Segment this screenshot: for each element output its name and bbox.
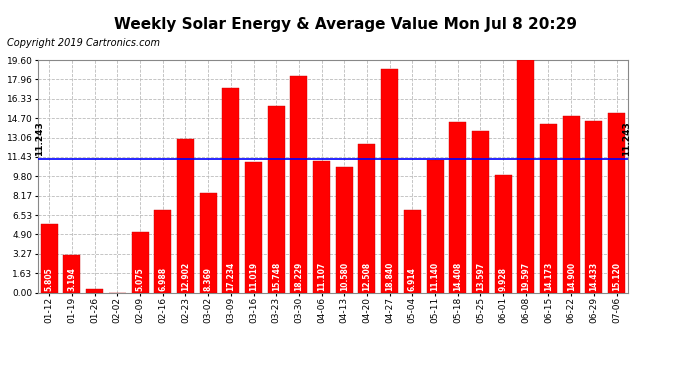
Bar	[132, 232, 148, 292]
Text: Average  ($): Average ($)	[512, 42, 575, 51]
Text: 11.140: 11.140	[431, 262, 440, 291]
Text: 18.840: 18.840	[385, 261, 394, 291]
Bar	[608, 113, 625, 292]
Bar	[268, 106, 285, 292]
Text: 17.234: 17.234	[226, 261, 235, 291]
Bar	[472, 131, 489, 292]
Text: 6.914: 6.914	[408, 267, 417, 291]
Text: 12.902: 12.902	[181, 262, 190, 291]
Text: 5.805: 5.805	[45, 267, 54, 291]
Bar	[562, 116, 580, 292]
Text: 5.075: 5.075	[135, 267, 145, 291]
Bar	[518, 60, 534, 292]
Text: 13.597: 13.597	[476, 262, 485, 291]
Text: 6.988: 6.988	[158, 267, 167, 291]
Text: 11.243: 11.243	[34, 122, 43, 156]
Bar	[222, 88, 239, 292]
Bar	[313, 161, 330, 292]
Text: Daily  ($): Daily ($)	[598, 42, 644, 51]
Bar	[41, 224, 58, 292]
Bar	[155, 210, 171, 292]
Text: 14.900: 14.900	[566, 262, 575, 291]
Text: Weekly Solar Energy & Average Value Mon Jul 8 20:29: Weekly Solar Energy & Average Value Mon …	[113, 17, 577, 32]
Bar	[290, 76, 308, 292]
Bar	[426, 160, 444, 292]
Bar	[449, 122, 466, 292]
Text: 19.597: 19.597	[521, 262, 531, 291]
Text: 3.194: 3.194	[68, 267, 77, 291]
Bar	[495, 175, 511, 292]
Text: 14.408: 14.408	[453, 261, 462, 291]
Bar	[86, 288, 104, 292]
Bar	[177, 140, 194, 292]
Bar	[358, 144, 375, 292]
Bar	[63, 255, 81, 292]
Text: 14.433: 14.433	[589, 262, 598, 291]
Text: 9.928: 9.928	[499, 267, 508, 291]
Text: 8.369: 8.369	[204, 267, 213, 291]
Text: 11.243: 11.243	[622, 122, 631, 156]
Bar	[245, 162, 262, 292]
Text: Copyright 2019 Cartronics.com: Copyright 2019 Cartronics.com	[7, 38, 160, 48]
Text: 15.120: 15.120	[612, 262, 621, 291]
Bar	[336, 167, 353, 292]
Text: 11.019: 11.019	[249, 262, 258, 291]
Bar	[404, 210, 421, 292]
Bar	[381, 69, 398, 292]
Text: 14.173: 14.173	[544, 261, 553, 291]
Text: 15.748: 15.748	[272, 261, 281, 291]
Text: 12.508: 12.508	[362, 262, 371, 291]
Text: 18.229: 18.229	[295, 261, 304, 291]
Bar	[199, 193, 217, 292]
Bar	[585, 121, 602, 292]
Text: 11.107: 11.107	[317, 261, 326, 291]
Bar	[540, 124, 557, 292]
Text: 10.580: 10.580	[339, 262, 348, 291]
